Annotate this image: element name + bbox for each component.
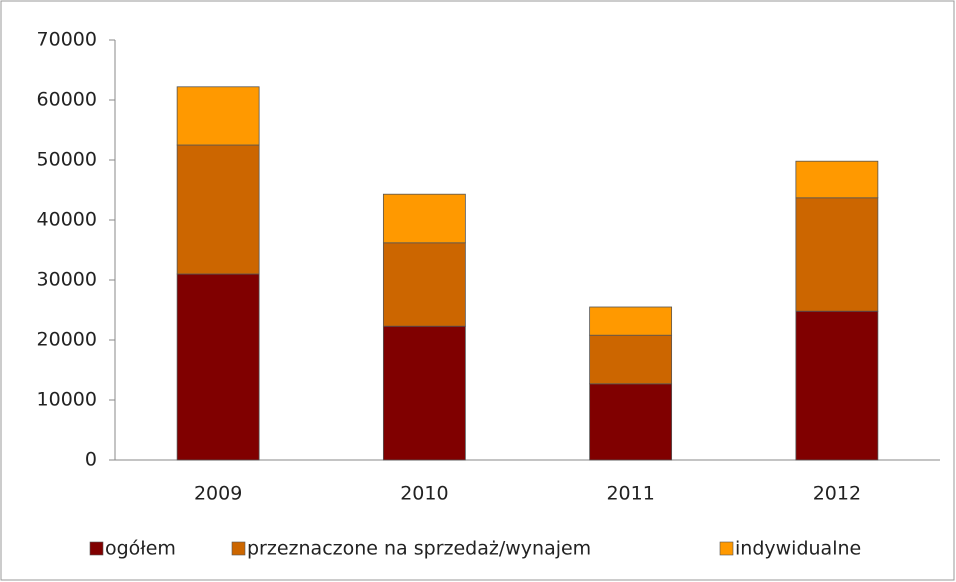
legend-label: przeznaczone na sprzedaż/wynajem [247, 538, 591, 560]
bar-segment [382, 193, 466, 244]
bar-segment [176, 86, 260, 146]
y-tick-label: 40000 [37, 209, 97, 231]
bar-segment [795, 310, 879, 461]
x-tick-label: 2009 [194, 483, 242, 505]
bar-segment [589, 306, 673, 336]
y-tick-label: 10000 [37, 389, 97, 411]
x-tick-label: 2010 [400, 483, 448, 505]
bar-segment [176, 144, 260, 275]
bar-segment [589, 383, 673, 461]
bar-segment [382, 325, 466, 461]
legend-swatch [719, 541, 734, 556]
legend-swatch [89, 541, 104, 556]
legend-swatch [231, 541, 246, 556]
x-tick-label: 2012 [813, 483, 861, 505]
y-tick-label: 30000 [37, 269, 97, 291]
x-tick-label: 2011 [606, 483, 654, 505]
y-tick-label: 0 [85, 449, 97, 471]
bar-segment [382, 242, 466, 327]
y-tick-label: 20000 [37, 329, 97, 351]
legend-label: indywidualne [735, 538, 861, 560]
y-tick-label: 60000 [37, 89, 97, 111]
legend-label: ogółem [105, 538, 176, 560]
bar-segment [176, 273, 260, 461]
bar-segment [795, 160, 879, 199]
bar-segment [589, 334, 673, 385]
y-tick-label: 70000 [37, 29, 97, 51]
bar-segment [795, 197, 879, 312]
y-tick-label: 50000 [37, 149, 97, 171]
